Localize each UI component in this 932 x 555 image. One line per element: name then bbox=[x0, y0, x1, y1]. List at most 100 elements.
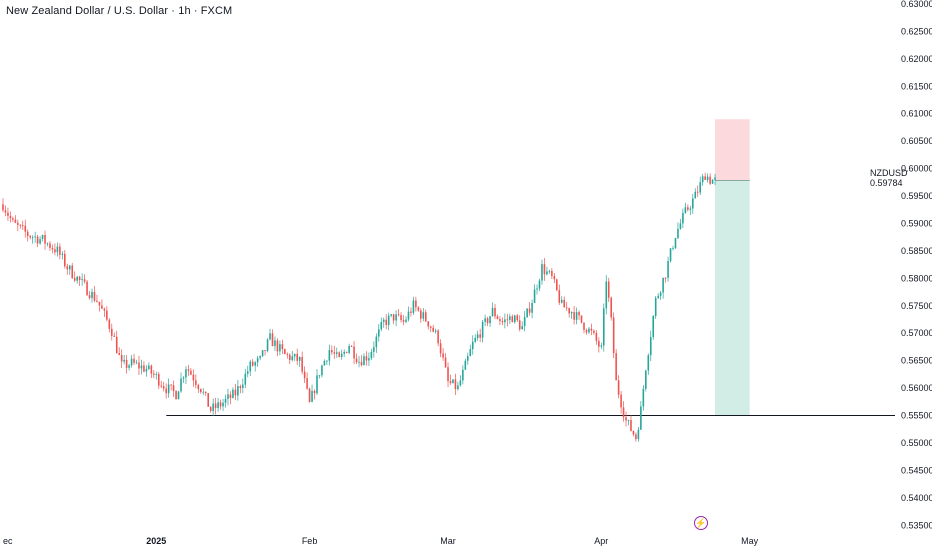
candle bbox=[358, 355, 360, 368]
candle bbox=[714, 173, 716, 186]
candle-body bbox=[464, 360, 467, 370]
candle bbox=[44, 230, 46, 250]
candle-body bbox=[518, 320, 521, 330]
candle bbox=[279, 340, 281, 356]
candle bbox=[259, 355, 261, 361]
candle bbox=[76, 275, 78, 284]
candle bbox=[378, 324, 380, 342]
candle-body bbox=[180, 378, 182, 392]
candle-body bbox=[620, 394, 622, 408]
candle-body bbox=[348, 345, 350, 353]
candle-body bbox=[88, 295, 91, 299]
candle-body bbox=[481, 321, 484, 338]
time-axis: ec 2025 Feb Mar Apr May bbox=[3, 536, 759, 546]
candle-body bbox=[353, 346, 355, 359]
y-tick-label: 0.58000 bbox=[901, 273, 932, 283]
candle-body bbox=[615, 353, 617, 381]
candle bbox=[664, 277, 667, 283]
candle bbox=[397, 309, 400, 317]
candle-body bbox=[563, 299, 566, 308]
candle-body bbox=[402, 320, 405, 322]
candle bbox=[160, 380, 163, 389]
candle bbox=[630, 415, 632, 432]
candle-body bbox=[642, 388, 645, 407]
candle-body bbox=[511, 316, 514, 323]
candle-body bbox=[548, 270, 551, 272]
candle-body bbox=[49, 243, 51, 249]
candle-body bbox=[600, 345, 603, 347]
candle bbox=[677, 222, 679, 240]
candle-body bbox=[479, 334, 481, 338]
candle bbox=[558, 284, 561, 305]
candle-body bbox=[333, 352, 336, 354]
candle-body bbox=[150, 365, 153, 374]
candle-body bbox=[682, 212, 684, 224]
candle-body bbox=[400, 315, 402, 321]
candle bbox=[405, 316, 407, 324]
candle bbox=[251, 359, 254, 367]
candle bbox=[83, 274, 86, 284]
candle-body bbox=[199, 389, 202, 393]
candle-body bbox=[4, 210, 7, 213]
candle-body bbox=[155, 374, 158, 375]
lightning-icon[interactable]: ⚡ bbox=[694, 516, 708, 530]
y-tick-label: 0.62500 bbox=[901, 26, 932, 36]
x-tick-label: May bbox=[741, 536, 759, 546]
candle-body bbox=[182, 377, 185, 379]
candle-body bbox=[143, 365, 145, 372]
candle-body bbox=[410, 311, 412, 313]
candle bbox=[128, 363, 130, 371]
candle-body bbox=[447, 367, 449, 382]
candle-body bbox=[652, 316, 655, 338]
candle bbox=[12, 216, 14, 223]
candle-body bbox=[251, 361, 254, 366]
candle bbox=[563, 296, 566, 308]
candle-body bbox=[197, 384, 200, 390]
candle bbox=[526, 308, 528, 319]
candle bbox=[410, 307, 412, 317]
target-zone[interactable] bbox=[715, 180, 750, 416]
candle bbox=[73, 271, 76, 283]
candle bbox=[360, 355, 363, 367]
candle bbox=[214, 397, 217, 415]
candle-body bbox=[242, 384, 244, 388]
candle-body bbox=[605, 281, 608, 309]
candle bbox=[434, 328, 437, 334]
candle bbox=[204, 391, 207, 396]
candle-body bbox=[444, 357, 447, 368]
candle-body bbox=[612, 317, 615, 354]
candle bbox=[165, 383, 167, 399]
candle-body bbox=[7, 212, 9, 216]
stop-loss-zone[interactable] bbox=[715, 119, 750, 181]
candle-body bbox=[709, 176, 711, 184]
candle bbox=[56, 242, 59, 257]
candle bbox=[239, 384, 242, 394]
candle bbox=[427, 321, 430, 330]
candle bbox=[261, 350, 264, 357]
candle bbox=[424, 309, 427, 323]
candle bbox=[600, 342, 603, 350]
candle bbox=[543, 257, 546, 281]
candle-body bbox=[654, 297, 657, 317]
candle bbox=[172, 380, 175, 397]
candle-body bbox=[546, 271, 548, 275]
candle-body bbox=[496, 316, 499, 319]
candle-body bbox=[281, 344, 284, 350]
candle-body bbox=[222, 402, 224, 407]
candle-body bbox=[91, 291, 93, 299]
x-tick-label: 2025 bbox=[146, 536, 166, 546]
candle-body bbox=[160, 385, 163, 387]
candle-body bbox=[417, 307, 420, 311]
candle bbox=[459, 375, 462, 387]
candle-body bbox=[266, 339, 269, 351]
candle-body bbox=[2, 204, 4, 211]
candle bbox=[21, 220, 24, 230]
y-tick-label: 0.53500 bbox=[901, 520, 932, 530]
candle-body bbox=[588, 328, 590, 333]
candle bbox=[291, 351, 294, 362]
candle-body bbox=[696, 191, 699, 193]
candle-body bbox=[36, 236, 39, 244]
candle bbox=[353, 341, 355, 365]
